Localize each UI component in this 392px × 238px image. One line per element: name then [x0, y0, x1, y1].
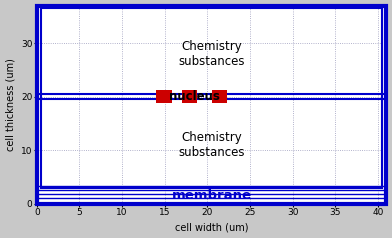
Text: membrane: membrane	[172, 189, 252, 202]
Bar	[182, 90, 197, 103]
Text: nucleus: nucleus	[169, 90, 220, 103]
Text: Chemistry
substances: Chemistry substances	[178, 40, 245, 68]
Bar	[212, 90, 227, 103]
Y-axis label: cell thickness (um): cell thickness (um)	[5, 58, 16, 151]
X-axis label: cell width (um): cell width (um)	[175, 223, 249, 233]
Bar	[156, 90, 172, 103]
Text: Chemistry
substances: Chemistry substances	[178, 131, 245, 159]
